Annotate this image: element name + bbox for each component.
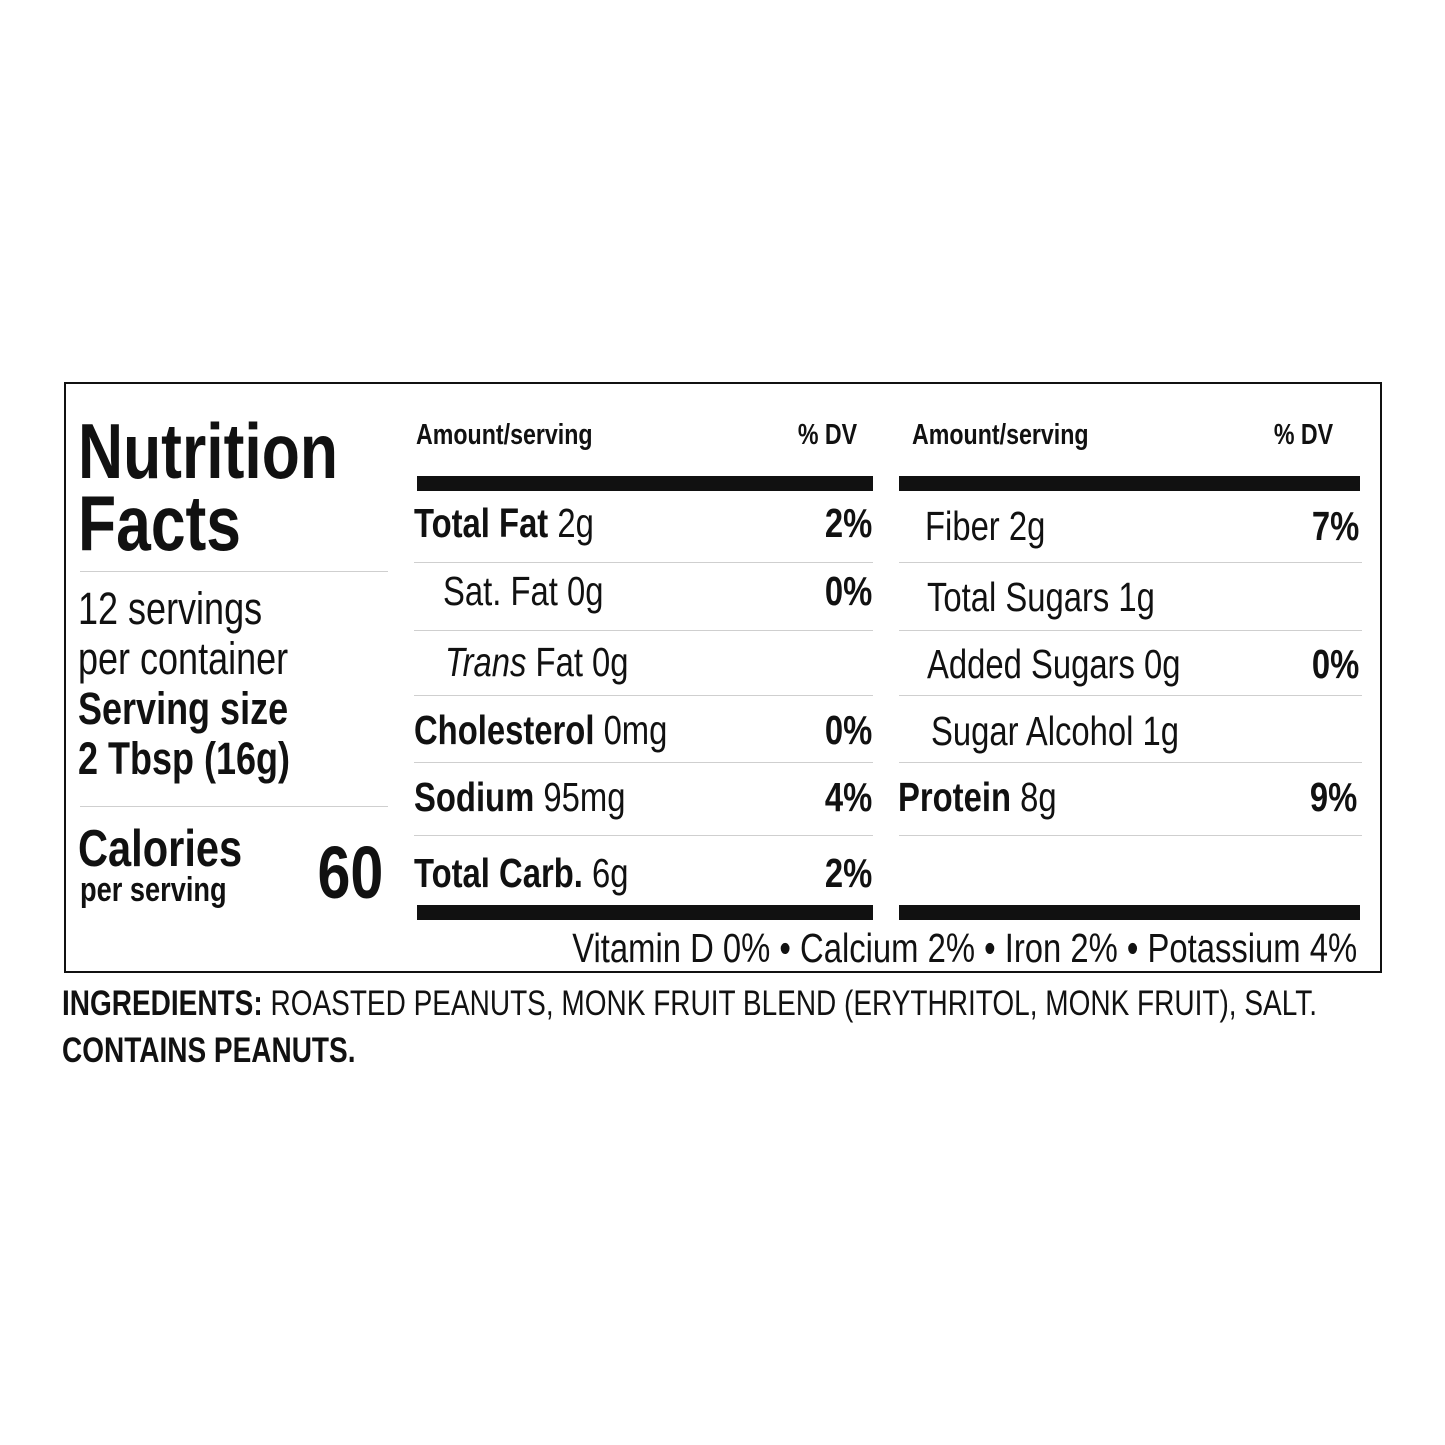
dv-fiber: 7%: [1311, 503, 1359, 549]
row-cholesterol: Cholesterol 0mg: [414, 707, 668, 753]
row-total-carb: Total Carb. 6g: [414, 850, 629, 896]
title-line2: Facts: [78, 479, 242, 567]
divider: [899, 562, 1362, 563]
divider: [899, 630, 1362, 631]
divider: [899, 835, 1362, 836]
divider: [899, 762, 1362, 763]
amount-header-2: Amount/serving: [912, 419, 1089, 451]
row-sodium: Sodium 95mg: [414, 774, 626, 820]
thick-divider: [899, 476, 1360, 491]
divider: [414, 630, 873, 631]
calories-sub: per serving: [80, 871, 227, 909]
servings-per-container-2: per container: [78, 633, 289, 684]
dv-header-2: % DV: [1273, 419, 1333, 451]
row-total-sugars: Total Sugars 1g: [927, 574, 1155, 620]
thick-divider: [899, 905, 1360, 920]
divider: [414, 762, 873, 763]
dv-header: % DV: [797, 419, 857, 451]
divider: [899, 695, 1362, 696]
dv-sodium: 4%: [824, 774, 872, 820]
row-total-fat: Total Fat 2g: [414, 500, 594, 546]
dv-protein: 9%: [1309, 774, 1357, 820]
nutrition-facts-panel: [64, 382, 1382, 973]
thick-divider: [417, 476, 873, 491]
dv-total-carb: 2%: [824, 850, 872, 896]
servings-per-container: 12 servings: [78, 583, 263, 634]
calories-value: 60: [317, 831, 383, 914]
divider: [414, 695, 873, 696]
row-fiber: Fiber 2g: [925, 503, 1046, 549]
dv-sat-fat: 0%: [824, 568, 872, 614]
row-sugar-alcohol: Sugar Alcohol 1g: [931, 708, 1180, 754]
serving-size-label: Serving size: [78, 683, 289, 734]
row-added-sugars: Added Sugars 0g: [927, 641, 1181, 687]
row-trans-fat: Trans Fat 0g: [445, 639, 629, 685]
divider: [414, 835, 873, 836]
divider: [80, 571, 388, 572]
dv-added-sugars: 0%: [1311, 641, 1359, 687]
divider: [414, 562, 873, 563]
vitamins-minerals: Vitamin D 0% • Calcium 2% • Iron 2% • Po…: [572, 925, 1357, 971]
thick-divider: [417, 905, 873, 920]
divider: [80, 806, 388, 807]
title-line1: Nutrition: [78, 407, 338, 495]
dv-cholesterol: 0%: [824, 707, 872, 753]
dv-total-fat: 2%: [824, 500, 872, 546]
amount-header: Amount/serving: [416, 419, 593, 451]
calories-label: Calories: [78, 820, 243, 878]
ingredients: INGREDIENTS: ROASTED PEANUTS, MONK FRUIT…: [62, 984, 1317, 1023]
row-sat-fat: Sat. Fat 0g: [443, 568, 604, 614]
allergen-statement: CONTAINS PEANUTS.: [62, 1031, 356, 1070]
serving-size-value: 2 Tbsp (16g): [78, 733, 291, 784]
row-protein: Protein 8g: [898, 774, 1057, 820]
